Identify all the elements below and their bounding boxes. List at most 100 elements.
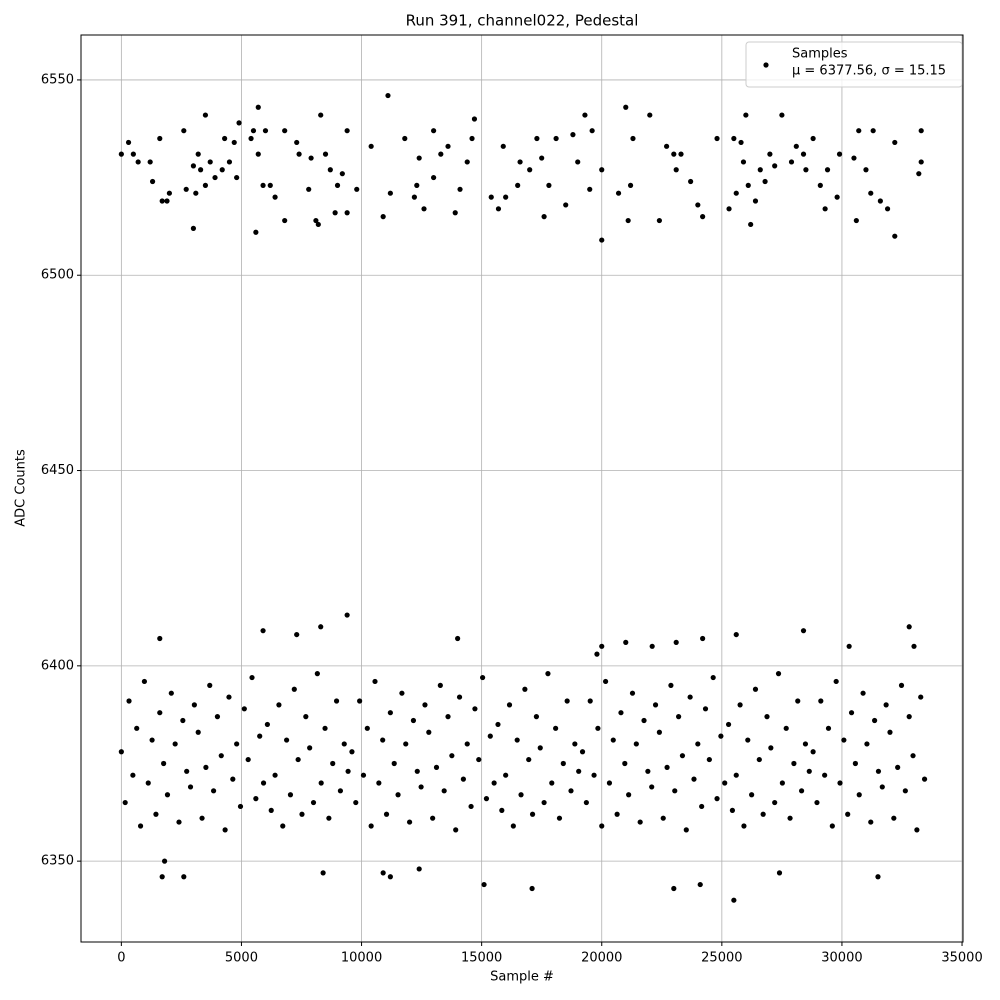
point <box>157 710 163 716</box>
point <box>602 678 609 685</box>
point <box>902 788 908 794</box>
point <box>518 792 524 798</box>
point <box>287 792 294 798</box>
point <box>741 823 747 829</box>
point <box>833 678 839 685</box>
point <box>787 815 793 821</box>
point <box>403 741 409 747</box>
point <box>372 678 378 685</box>
point <box>767 151 773 157</box>
point <box>282 128 288 134</box>
point <box>282 217 288 224</box>
point <box>743 112 749 118</box>
point <box>664 764 670 770</box>
point <box>464 741 470 747</box>
point <box>307 745 313 751</box>
point <box>135 159 141 165</box>
point <box>726 206 732 212</box>
point <box>764 714 770 720</box>
point <box>503 194 509 200</box>
point <box>883 702 889 708</box>
point <box>534 135 540 142</box>
point <box>191 702 197 708</box>
point <box>203 764 209 770</box>
point <box>241 706 247 712</box>
point <box>718 733 724 739</box>
point <box>673 167 679 173</box>
point <box>147 159 153 165</box>
point <box>130 151 136 157</box>
point <box>671 151 677 157</box>
point <box>149 737 155 743</box>
point <box>248 135 254 142</box>
point <box>344 210 350 216</box>
point <box>380 870 386 876</box>
point <box>487 733 493 739</box>
point <box>895 764 901 770</box>
point <box>576 768 582 774</box>
point <box>906 624 912 630</box>
point <box>337 788 344 794</box>
point <box>795 698 801 704</box>
point <box>641 717 647 724</box>
point <box>625 217 631 224</box>
point <box>541 214 547 220</box>
point <box>825 725 832 731</box>
point <box>164 198 170 204</box>
point <box>595 725 601 731</box>
point <box>253 796 259 802</box>
point <box>207 159 213 165</box>
y-tick-label: 6500 <box>41 268 74 283</box>
point <box>176 819 182 825</box>
point <box>837 780 843 786</box>
point <box>822 772 828 778</box>
point <box>399 690 405 696</box>
x-tick-label: 15000 <box>461 951 502 966</box>
point <box>481 881 487 888</box>
point <box>438 151 444 157</box>
point <box>472 706 478 712</box>
point <box>364 725 370 731</box>
point <box>411 194 417 200</box>
point <box>322 151 329 157</box>
x-tick-label: 20000 <box>581 951 622 966</box>
point <box>725 721 732 728</box>
point <box>757 167 763 173</box>
point <box>308 155 314 161</box>
point <box>587 186 593 192</box>
point <box>591 772 597 778</box>
point <box>491 780 497 786</box>
point <box>800 151 807 157</box>
point <box>480 674 486 681</box>
point <box>891 815 897 821</box>
point <box>141 678 148 685</box>
point <box>856 792 862 798</box>
point <box>700 214 706 220</box>
point <box>318 780 324 786</box>
point <box>320 870 326 876</box>
point <box>570 132 576 138</box>
point <box>202 182 209 188</box>
point <box>851 155 857 161</box>
point <box>383 811 390 817</box>
point <box>623 104 629 110</box>
point <box>733 190 739 196</box>
point <box>193 190 199 196</box>
point <box>802 741 809 747</box>
point <box>406 819 413 825</box>
point <box>745 737 751 743</box>
point <box>145 780 151 786</box>
point <box>368 823 374 829</box>
point <box>779 780 785 786</box>
y-tick-label: 6450 <box>41 463 74 478</box>
point <box>332 210 338 216</box>
point <box>333 698 340 704</box>
point <box>330 760 336 767</box>
x-tick-label: 5000 <box>225 951 258 966</box>
point <box>626 792 632 798</box>
point <box>190 225 197 231</box>
point <box>222 827 228 833</box>
point <box>806 768 812 774</box>
point <box>387 874 393 880</box>
point <box>791 760 797 767</box>
